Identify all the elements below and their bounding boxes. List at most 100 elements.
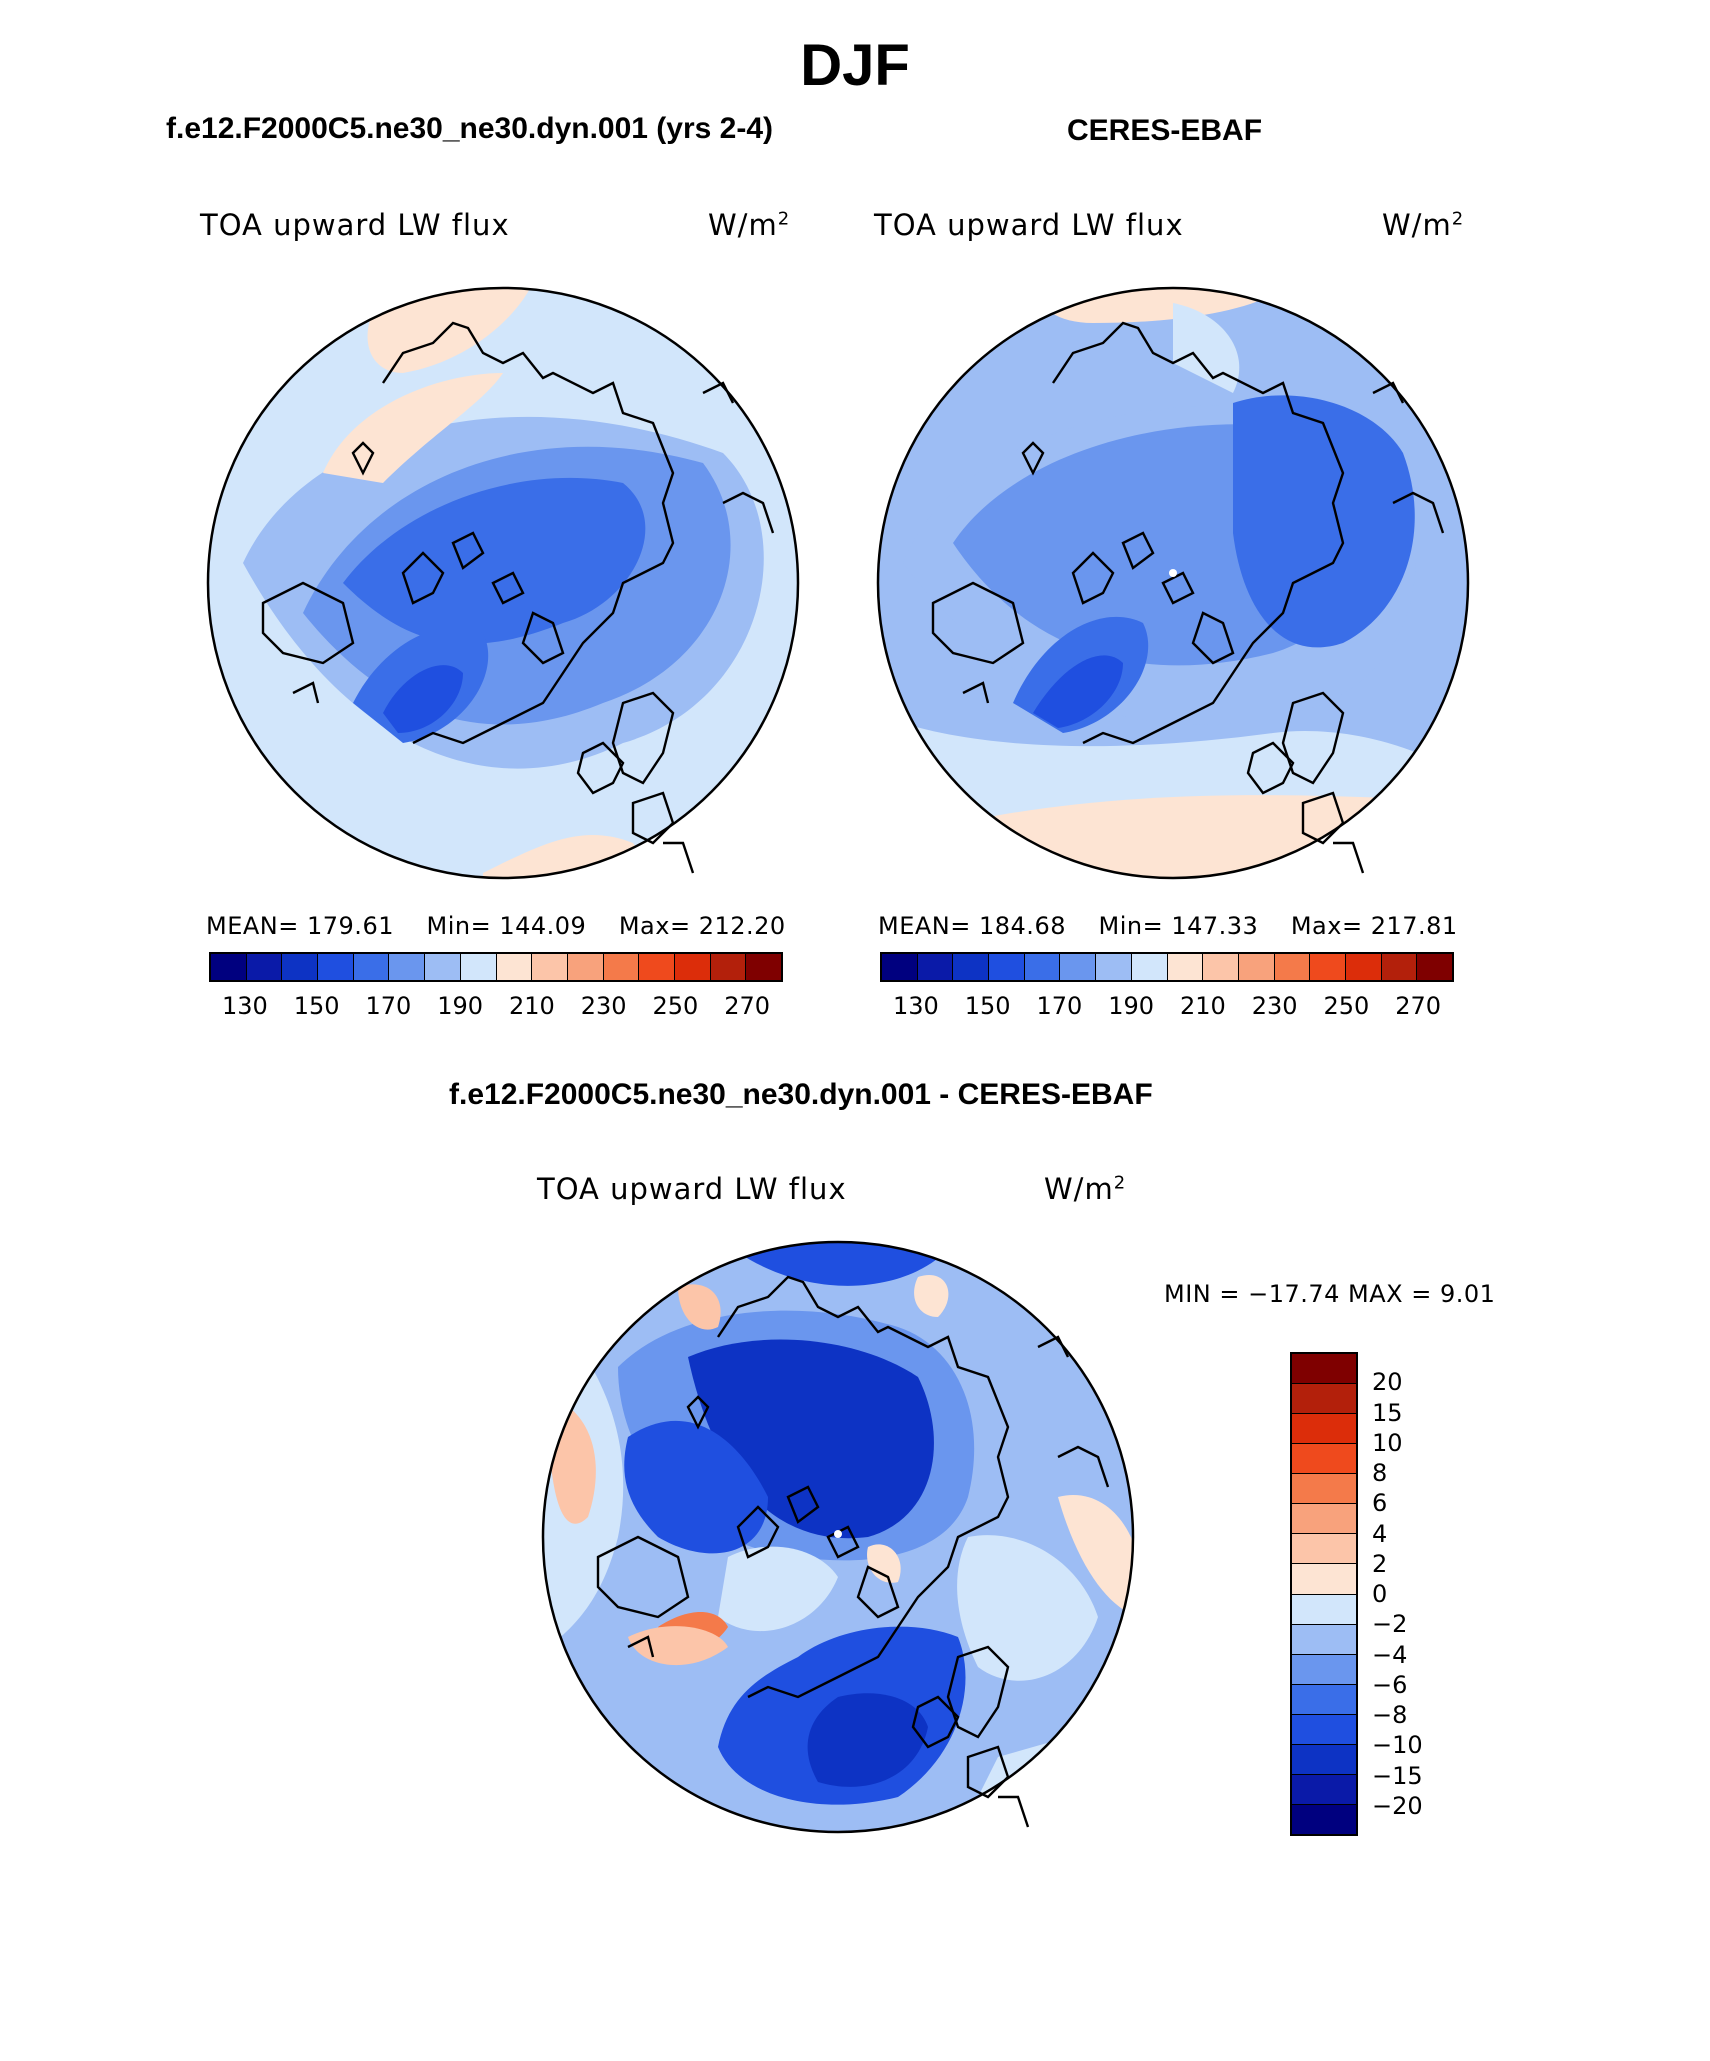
colorbar-swatch (1292, 1684, 1356, 1715)
colorbar-tick-label: 130 (221, 992, 268, 1020)
colorbar-swatch (989, 954, 1025, 980)
colorbar-swatch (1417, 954, 1452, 980)
obs-stats: MEAN= 184.68 Min= 147.33 Max= 217.81 (878, 912, 1458, 940)
colorbar-tick-label: 170 (365, 992, 412, 1020)
colorbar-swatch (746, 954, 781, 980)
diff-panel-title: f.e12.F2000C5.ne30_ne30.dyn.001 - CERES-… (449, 1078, 1153, 1111)
obs-polar-map (876, 286, 1470, 880)
colorbar-swatch (710, 954, 747, 980)
obs-panel-title: CERES-EBAF (1067, 114, 1263, 147)
colorbar-swatch (1292, 1474, 1356, 1505)
colorbar-tick-label: 15 (1372, 1398, 1403, 1427)
colorbar-tick-label: −2 (1372, 1610, 1408, 1639)
colorbar-tick-label: −10 (1372, 1731, 1423, 1760)
colorbar-swatch (425, 954, 461, 980)
colorbar-tick-label: 150 (293, 992, 340, 1020)
colorbar-tick-label: 250 (1323, 992, 1370, 1020)
colorbar-swatch (1345, 954, 1382, 980)
colorbar-tick-label: 190 (1108, 992, 1155, 1020)
model-colorbar (209, 952, 783, 982)
diff-polar-map (541, 1240, 1135, 1834)
model-variable-label: TOA upward LW flux (200, 208, 510, 242)
colorbar-swatch (1167, 954, 1204, 980)
colorbar-swatch (1292, 1624, 1356, 1655)
colorbar-swatch (953, 954, 990, 980)
diff-variable-label: TOA upward LW flux (537, 1172, 847, 1206)
colorbar-tick-label: 210 (508, 992, 555, 1020)
colorbar-swatch (1292, 1444, 1356, 1475)
colorbar-tick-label: 190 (437, 992, 484, 1020)
colorbar-swatch (917, 954, 954, 980)
colorbar-tick-label: −20 (1372, 1791, 1423, 1820)
diff-colorbar-ticks: 20 15 10 8 6 4 2 0 −2 −4 −6 −8 −10 −15 −20 (1372, 1352, 1492, 1836)
obs-colorbar-ticks: 130 150 170 190 210 230 250 270 (880, 992, 1454, 1022)
colorbar-tick-label: −6 (1372, 1670, 1408, 1699)
colorbar-tick-label: 4 (1372, 1519, 1388, 1548)
colorbar-tick-label: 250 (652, 992, 699, 1020)
colorbar-swatch (1292, 1804, 1356, 1834)
obs-variable-label: TOA upward LW flux (874, 208, 1184, 242)
model-colorbar-ticks: 130 150 170 190 210 230 250 270 (209, 992, 783, 1022)
colorbar-swatch (1292, 1504, 1356, 1535)
colorbar-swatch (1060, 954, 1097, 980)
obs-units-label: W/m2 (1382, 208, 1465, 242)
colorbar-tick-label: 150 (964, 992, 1011, 1020)
colorbar-swatch (318, 954, 354, 980)
colorbar-swatch (1292, 1594, 1356, 1625)
colorbar-swatch (1292, 1384, 1356, 1415)
model-units-label: W/m2 (708, 208, 791, 242)
colorbar-swatch (496, 954, 533, 980)
colorbar-swatch (532, 954, 568, 980)
colorbar-swatch (282, 954, 319, 980)
colorbar-swatch (211, 954, 247, 980)
colorbar-swatch (882, 954, 918, 980)
colorbar-tick-label: 20 (1372, 1368, 1403, 1397)
colorbar-swatch (567, 954, 604, 980)
colorbar-tick-label: 230 (580, 992, 627, 1020)
colorbar-swatch (1292, 1714, 1356, 1745)
colorbar-swatch (1292, 1744, 1356, 1775)
colorbar-tick-label: 270 (1395, 992, 1442, 1020)
colorbar-swatch (1203, 954, 1239, 980)
colorbar-swatch (1292, 1564, 1356, 1595)
colorbar-swatch (1274, 954, 1311, 980)
colorbar-tick-label: 6 (1372, 1489, 1388, 1518)
figure-title: DJF (800, 33, 910, 98)
colorbar-swatch (1238, 954, 1275, 980)
colorbar-tick-label: 270 (724, 992, 771, 1020)
colorbar-tick-label: 8 (1372, 1459, 1388, 1487)
colorbar-tick-label: 230 (1251, 992, 1298, 1020)
colorbar-tick-label: −4 (1372, 1640, 1408, 1669)
diff-colorbar (1290, 1352, 1358, 1836)
colorbar-swatch (353, 954, 390, 980)
colorbar-swatch (1292, 1354, 1356, 1385)
colorbar-tick-label: 0 (1372, 1580, 1388, 1608)
colorbar-swatch (1024, 954, 1061, 980)
colorbar-tick-label: 170 (1036, 992, 1083, 1020)
colorbar-swatch (389, 954, 426, 980)
diff-minmax: MIN = −17.74 MAX = 9.01 (1164, 1280, 1496, 1308)
colorbar-swatch (1292, 1774, 1356, 1805)
colorbar-swatch (1292, 1534, 1356, 1565)
colorbar-swatch (674, 954, 711, 980)
colorbar-tick-label: 130 (892, 992, 939, 1020)
colorbar-swatch (1310, 954, 1346, 980)
colorbar-swatch (1292, 1414, 1356, 1445)
colorbar-swatch (246, 954, 283, 980)
colorbar-swatch (1292, 1654, 1356, 1685)
colorbar-swatch (639, 954, 675, 980)
colorbar-swatch (603, 954, 640, 980)
colorbar-tick-label: 210 (1179, 992, 1226, 1020)
colorbar-swatch (1131, 954, 1168, 980)
diff-units-label: W/m2 (1044, 1172, 1127, 1206)
model-panel-title: f.e12.F2000C5.ne30_ne30.dyn.001 (yrs 2-4… (166, 112, 774, 145)
obs-colorbar (880, 952, 1454, 982)
model-stats: MEAN= 179.61 Min= 144.09 Max= 212.20 (206, 912, 786, 940)
colorbar-swatch (1096, 954, 1132, 980)
colorbar-tick-label: −15 (1372, 1761, 1423, 1790)
colorbar-tick-label: 10 (1372, 1428, 1403, 1457)
colorbar-swatch (1381, 954, 1418, 980)
colorbar-tick-label: −8 (1372, 1701, 1408, 1729)
model-polar-map (206, 286, 800, 880)
colorbar-swatch (460, 954, 497, 980)
